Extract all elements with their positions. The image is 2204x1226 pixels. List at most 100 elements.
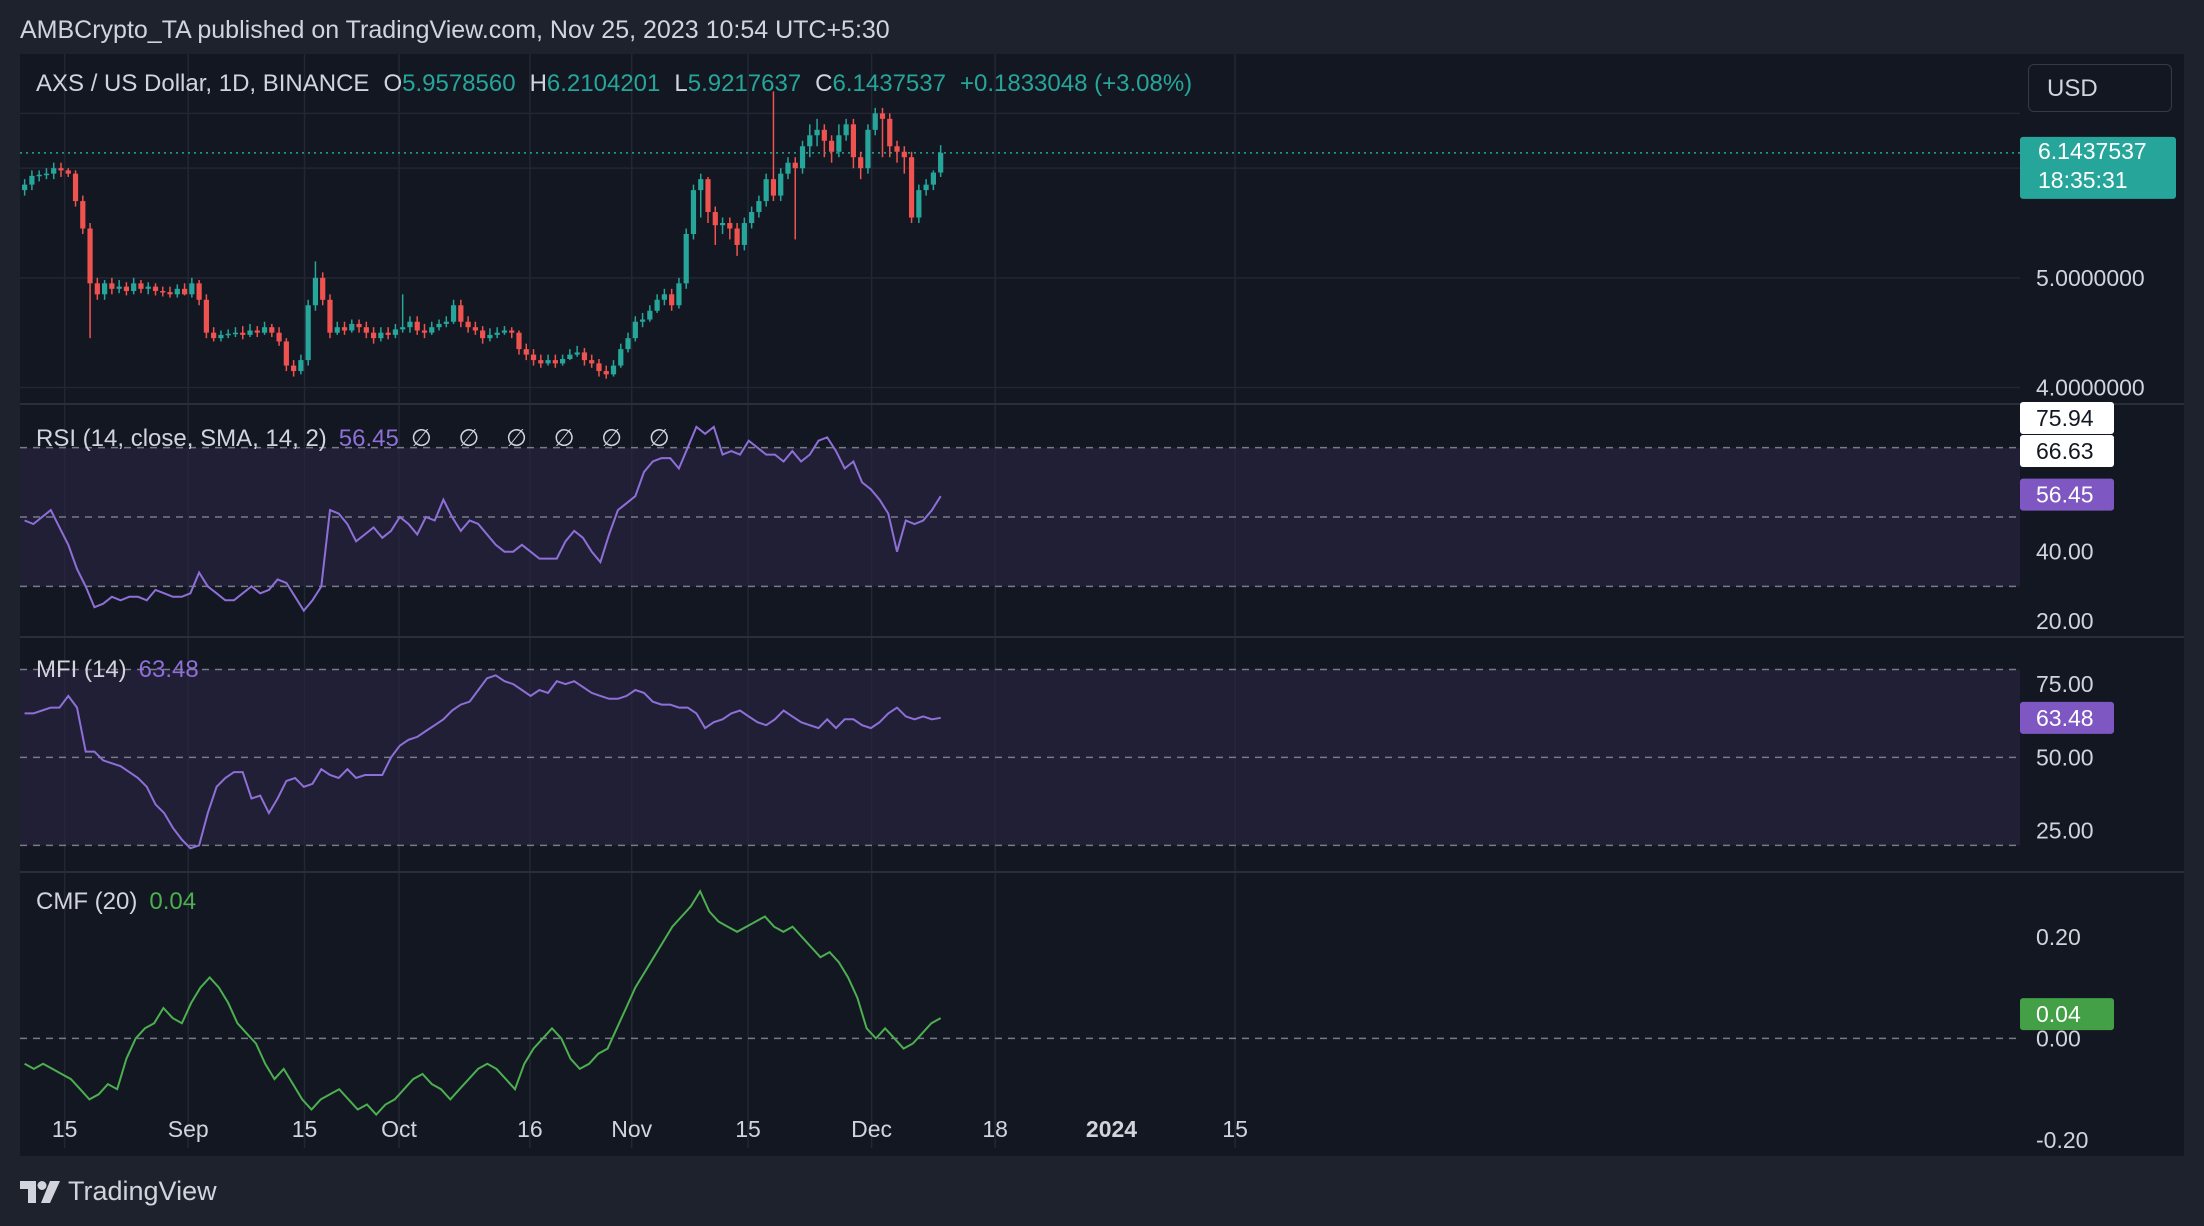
candle-body xyxy=(247,330,253,335)
candle-body xyxy=(298,360,304,372)
candle xyxy=(152,283,159,296)
candle xyxy=(872,107,878,136)
candle-body xyxy=(87,228,93,284)
candle xyxy=(232,327,239,338)
candle-body xyxy=(36,174,42,177)
candle xyxy=(167,286,173,298)
candle xyxy=(865,124,871,174)
x-axis-tick-label: Nov xyxy=(611,1116,652,1142)
candle xyxy=(494,327,500,339)
rsi-legend: RSI (14, close, SMA, 14, 2) 56.45 ∅ ∅ ∅ ∅ … xyxy=(36,424,680,453)
tradingview-logo[interactable]: TradingView xyxy=(20,1176,217,1207)
candle xyxy=(472,321,478,335)
candle-body xyxy=(283,341,289,366)
candle-body xyxy=(836,135,842,152)
candle xyxy=(218,330,224,342)
low-value: 5.9217637 xyxy=(687,70,802,97)
candle-body xyxy=(487,334,493,339)
change-value: +0.1833048 (+3.08%) xyxy=(959,70,1193,97)
candle xyxy=(894,140,900,163)
rsi-value-tag: 56.45 xyxy=(2020,478,2114,511)
mfi-value-tag: 63.48 xyxy=(2020,701,2114,734)
candle xyxy=(181,283,188,296)
x-axis-tick-label: 2024 xyxy=(1086,1116,1137,1142)
candle-body xyxy=(385,332,391,335)
candle-body xyxy=(429,327,435,333)
candle xyxy=(719,217,726,234)
candle-body xyxy=(400,327,406,330)
candle-body xyxy=(727,223,733,229)
symbol-title[interactable]: AXS / US Dollar, 1D, BINANCE xyxy=(36,70,370,97)
candle xyxy=(356,319,362,333)
mfi-title[interactable]: MFI (14) xyxy=(36,656,127,683)
candle xyxy=(908,151,915,224)
candle xyxy=(36,170,42,182)
main-legend: AXS / US Dollar, 1D, BINANCE O5.9578560 H6… xyxy=(36,70,1192,98)
rsi-line xyxy=(24,425,942,613)
candle xyxy=(938,145,944,177)
candle-body xyxy=(778,173,784,196)
candle xyxy=(654,294,660,313)
candle-body xyxy=(916,190,922,218)
mfi-line xyxy=(24,674,941,850)
candle xyxy=(501,326,508,335)
candle xyxy=(225,329,231,339)
candle xyxy=(429,321,435,335)
candle xyxy=(465,316,471,333)
candle-body xyxy=(174,288,180,295)
rsi-high-tag-text: 75.94 xyxy=(2036,405,2094,431)
candle-body xyxy=(858,157,864,169)
candle xyxy=(734,223,740,256)
candle-body xyxy=(269,327,275,333)
candle-body xyxy=(414,321,420,331)
candle-body xyxy=(683,233,689,284)
candle xyxy=(211,327,217,342)
last-price-label: 6.1437537 18:35:31 xyxy=(2020,136,2176,199)
cmf-line xyxy=(24,889,942,1117)
chart-svg[interactable]: 4.0000000 5.0000000 6.1437537 18:35:31 20.00… xyxy=(20,54,2184,1156)
candle-body xyxy=(785,162,791,174)
candle-body xyxy=(698,179,704,191)
candle xyxy=(799,140,806,174)
candle-body xyxy=(632,321,638,339)
cmf-title[interactable]: CMF (20) xyxy=(36,888,138,915)
candle-body xyxy=(94,283,100,295)
candle xyxy=(916,184,922,224)
open-label: O xyxy=(383,70,403,97)
candle-body xyxy=(254,330,260,333)
candle-body xyxy=(341,327,348,331)
candle xyxy=(639,312,646,328)
candle xyxy=(676,277,682,309)
candle xyxy=(807,124,813,158)
x-axis-tick-label: 15 xyxy=(1222,1116,1248,1142)
candle-body xyxy=(189,283,195,295)
candle-body xyxy=(494,332,500,335)
candle-body xyxy=(530,354,537,361)
candle-body xyxy=(407,321,413,328)
mfi-value-tag-bg xyxy=(2020,701,2114,734)
candle-body xyxy=(465,321,471,328)
candle-body xyxy=(349,323,355,331)
candle xyxy=(400,294,406,333)
x-axis-tick-label: 15 xyxy=(292,1116,318,1142)
candle xyxy=(618,343,624,368)
candle-body xyxy=(516,332,522,350)
currency-button[interactable]: USD xyxy=(2028,64,2172,112)
candle-body xyxy=(865,129,871,169)
candle-body xyxy=(450,305,457,322)
candle xyxy=(545,354,551,366)
candle-body xyxy=(661,294,667,300)
candle xyxy=(596,359,602,377)
candle xyxy=(320,272,326,306)
candle xyxy=(327,294,333,339)
candle xyxy=(298,354,304,375)
candle-body xyxy=(814,129,820,136)
candle xyxy=(480,326,486,344)
rsi-title[interactable]: RSI (14, close, SMA, 14, 2) xyxy=(36,425,327,452)
candle xyxy=(22,179,28,196)
candle xyxy=(291,360,297,377)
rsi-mid-tag-bg xyxy=(2020,435,2114,467)
chart-area[interactable]: 4.0000000 5.0000000 6.1437537 18:35:31 20.00… xyxy=(20,54,2184,1156)
rsi-value-tag-bg xyxy=(2020,478,2114,511)
candle-body xyxy=(719,223,726,226)
